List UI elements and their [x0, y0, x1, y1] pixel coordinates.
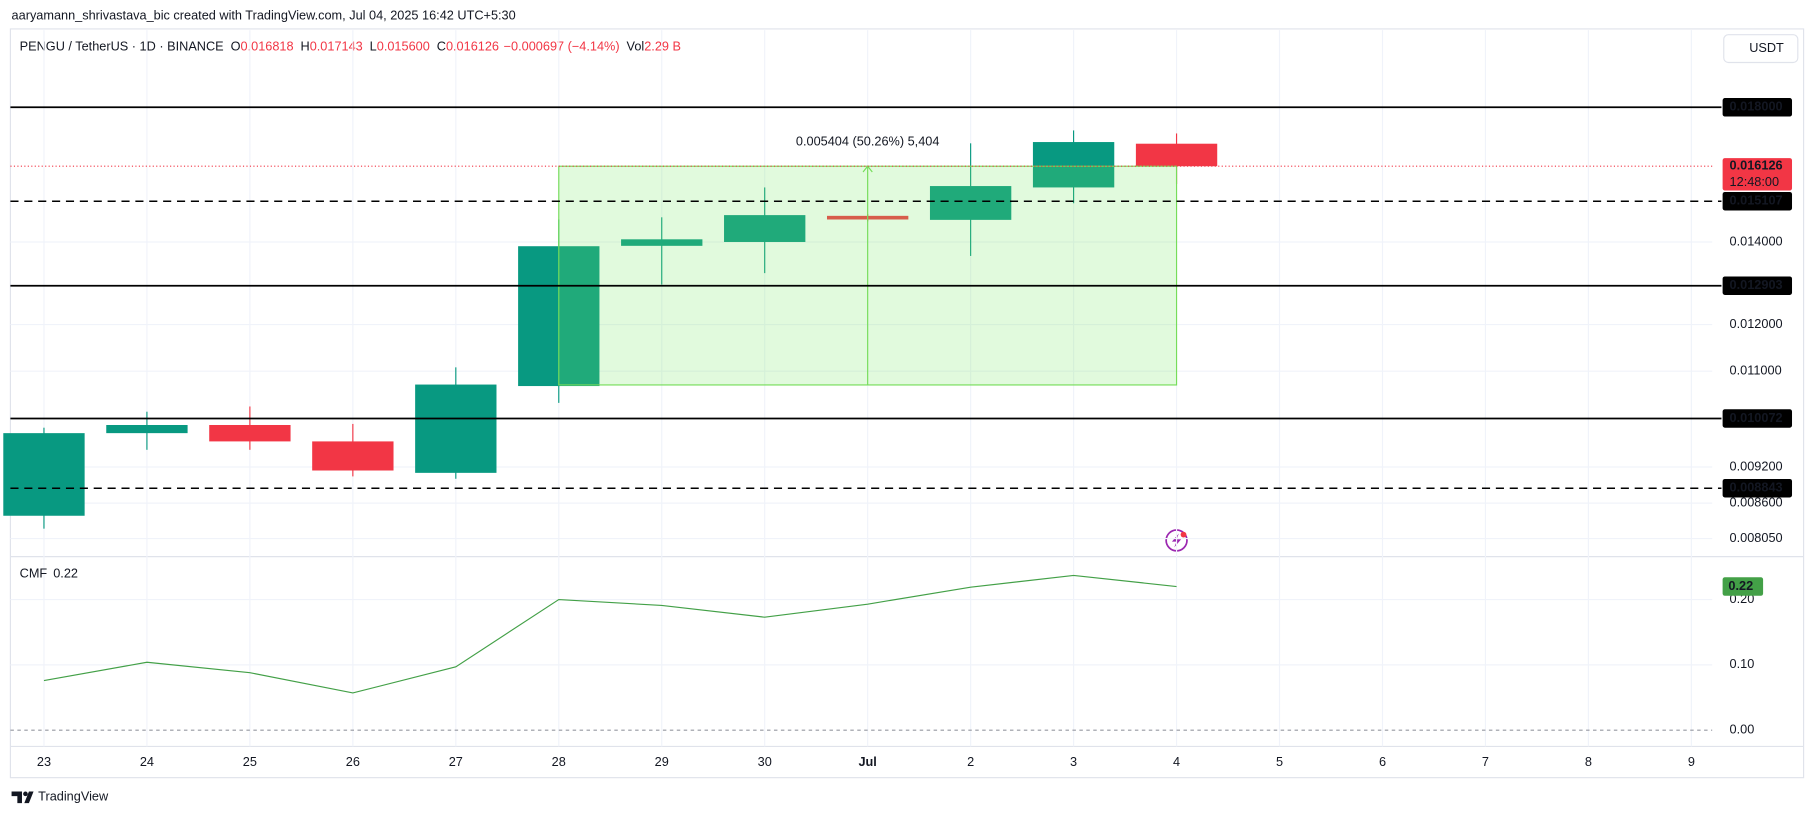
x-tick-label: 5	[1276, 754, 1283, 769]
candle-body	[3, 433, 85, 516]
level-label: 0.018000	[1730, 99, 1783, 114]
y-tick-label: 0.014000	[1730, 233, 1783, 248]
candle-body	[312, 441, 394, 471]
candle-body	[106, 424, 188, 434]
logo[interactable]	[11, 791, 34, 804]
level-tag	[1722, 478, 1793, 498]
brand[interactable]: TradingView	[38, 789, 109, 804]
x-tick-label: 30	[758, 754, 772, 769]
x-tick-label: 28	[552, 754, 566, 769]
x-tick-label: 26	[346, 754, 360, 769]
frame	[9, 28, 1805, 779]
indicator-tag	[1722, 577, 1764, 596]
y-tick-label: 0.10	[1730, 656, 1755, 671]
y-tick-label: 0.00	[1730, 722, 1755, 737]
level-label: 0.012903	[1730, 277, 1783, 292]
legend-text: L	[370, 39, 377, 54]
level-tag	[1722, 276, 1793, 295]
legend-text: PENGU / TetherUS · 1D · BINANCE	[20, 39, 224, 54]
x-tick-label: 25	[243, 754, 257, 769]
y-tick-label: 0.011000	[1730, 363, 1782, 378]
x-tick-label: Jul	[858, 754, 876, 769]
y-tick-label: 0.009200	[1730, 458, 1783, 473]
legend-text: −0.000697 (−4.14%)	[504, 39, 620, 54]
x-tick-label: 23	[37, 754, 51, 769]
y-tick-label: 0.008050	[1730, 530, 1783, 545]
x-tick-label: 24	[140, 754, 154, 769]
candle-body	[1135, 143, 1218, 167]
indicator-value: 0.22	[53, 565, 78, 580]
level-label: 0.008843	[1730, 480, 1783, 495]
level-tag	[1722, 98, 1793, 117]
legend-text: Vol	[627, 39, 645, 54]
legend-text: O	[231, 39, 241, 54]
legend-text: H	[301, 39, 310, 54]
x-tick-label: 29	[655, 754, 669, 769]
y-tick-label: 0.008600	[1730, 494, 1783, 509]
candle-body	[1032, 142, 1115, 188]
x-tick-label: 4	[1173, 754, 1180, 769]
level-label: 0.015107	[1730, 193, 1783, 208]
cmf-line	[43, 574, 1177, 694]
legend-text: 0.017143	[310, 39, 363, 54]
indicator-tag-label: 0.22	[1728, 578, 1753, 593]
x-tick-label: 27	[449, 754, 463, 769]
legend-text: 0.016818	[241, 39, 294, 54]
candle-body	[724, 215, 806, 242]
legend-text: 0.015600	[377, 39, 430, 54]
x-tick-label: 3	[1070, 754, 1077, 769]
x-tick-label: 8	[1585, 754, 1592, 769]
attribution: aaryamann_shrivastava_bic created with T…	[12, 8, 516, 23]
legend-text: 2.29 B	[644, 39, 681, 54]
candle-body	[929, 186, 1012, 220]
x-tick-label: 6	[1379, 754, 1386, 769]
x-tick-label: 2	[967, 754, 974, 769]
indicator-name: CMF	[20, 565, 48, 580]
currency-button[interactable]	[1723, 34, 1799, 64]
legend-text: 0.016126	[446, 39, 499, 54]
level-tag	[1722, 409, 1793, 428]
x-tick-label: 7	[1482, 754, 1489, 769]
last-price-label: 0.016126	[1730, 158, 1783, 173]
y-tick-label: 0.012000	[1730, 316, 1783, 331]
last-price-tag	[1722, 158, 1793, 191]
countdown: 12:48:00	[1730, 174, 1780, 189]
candle-body	[621, 239, 703, 246]
legend-text: C	[437, 39, 446, 54]
level-label: 0.010072	[1730, 410, 1783, 425]
level-tag	[1722, 191, 1793, 211]
candle-body	[415, 384, 497, 473]
x-tick-label: 9	[1688, 754, 1695, 769]
legend: PENGU / TetherUS · 1D · BINANCE O0.016818…	[20, 39, 681, 54]
measure-label: 0.005404 (50.26%) 5,404	[796, 133, 940, 148]
candle-body	[209, 424, 291, 442]
currency[interactable]: USDT	[1749, 40, 1784, 55]
